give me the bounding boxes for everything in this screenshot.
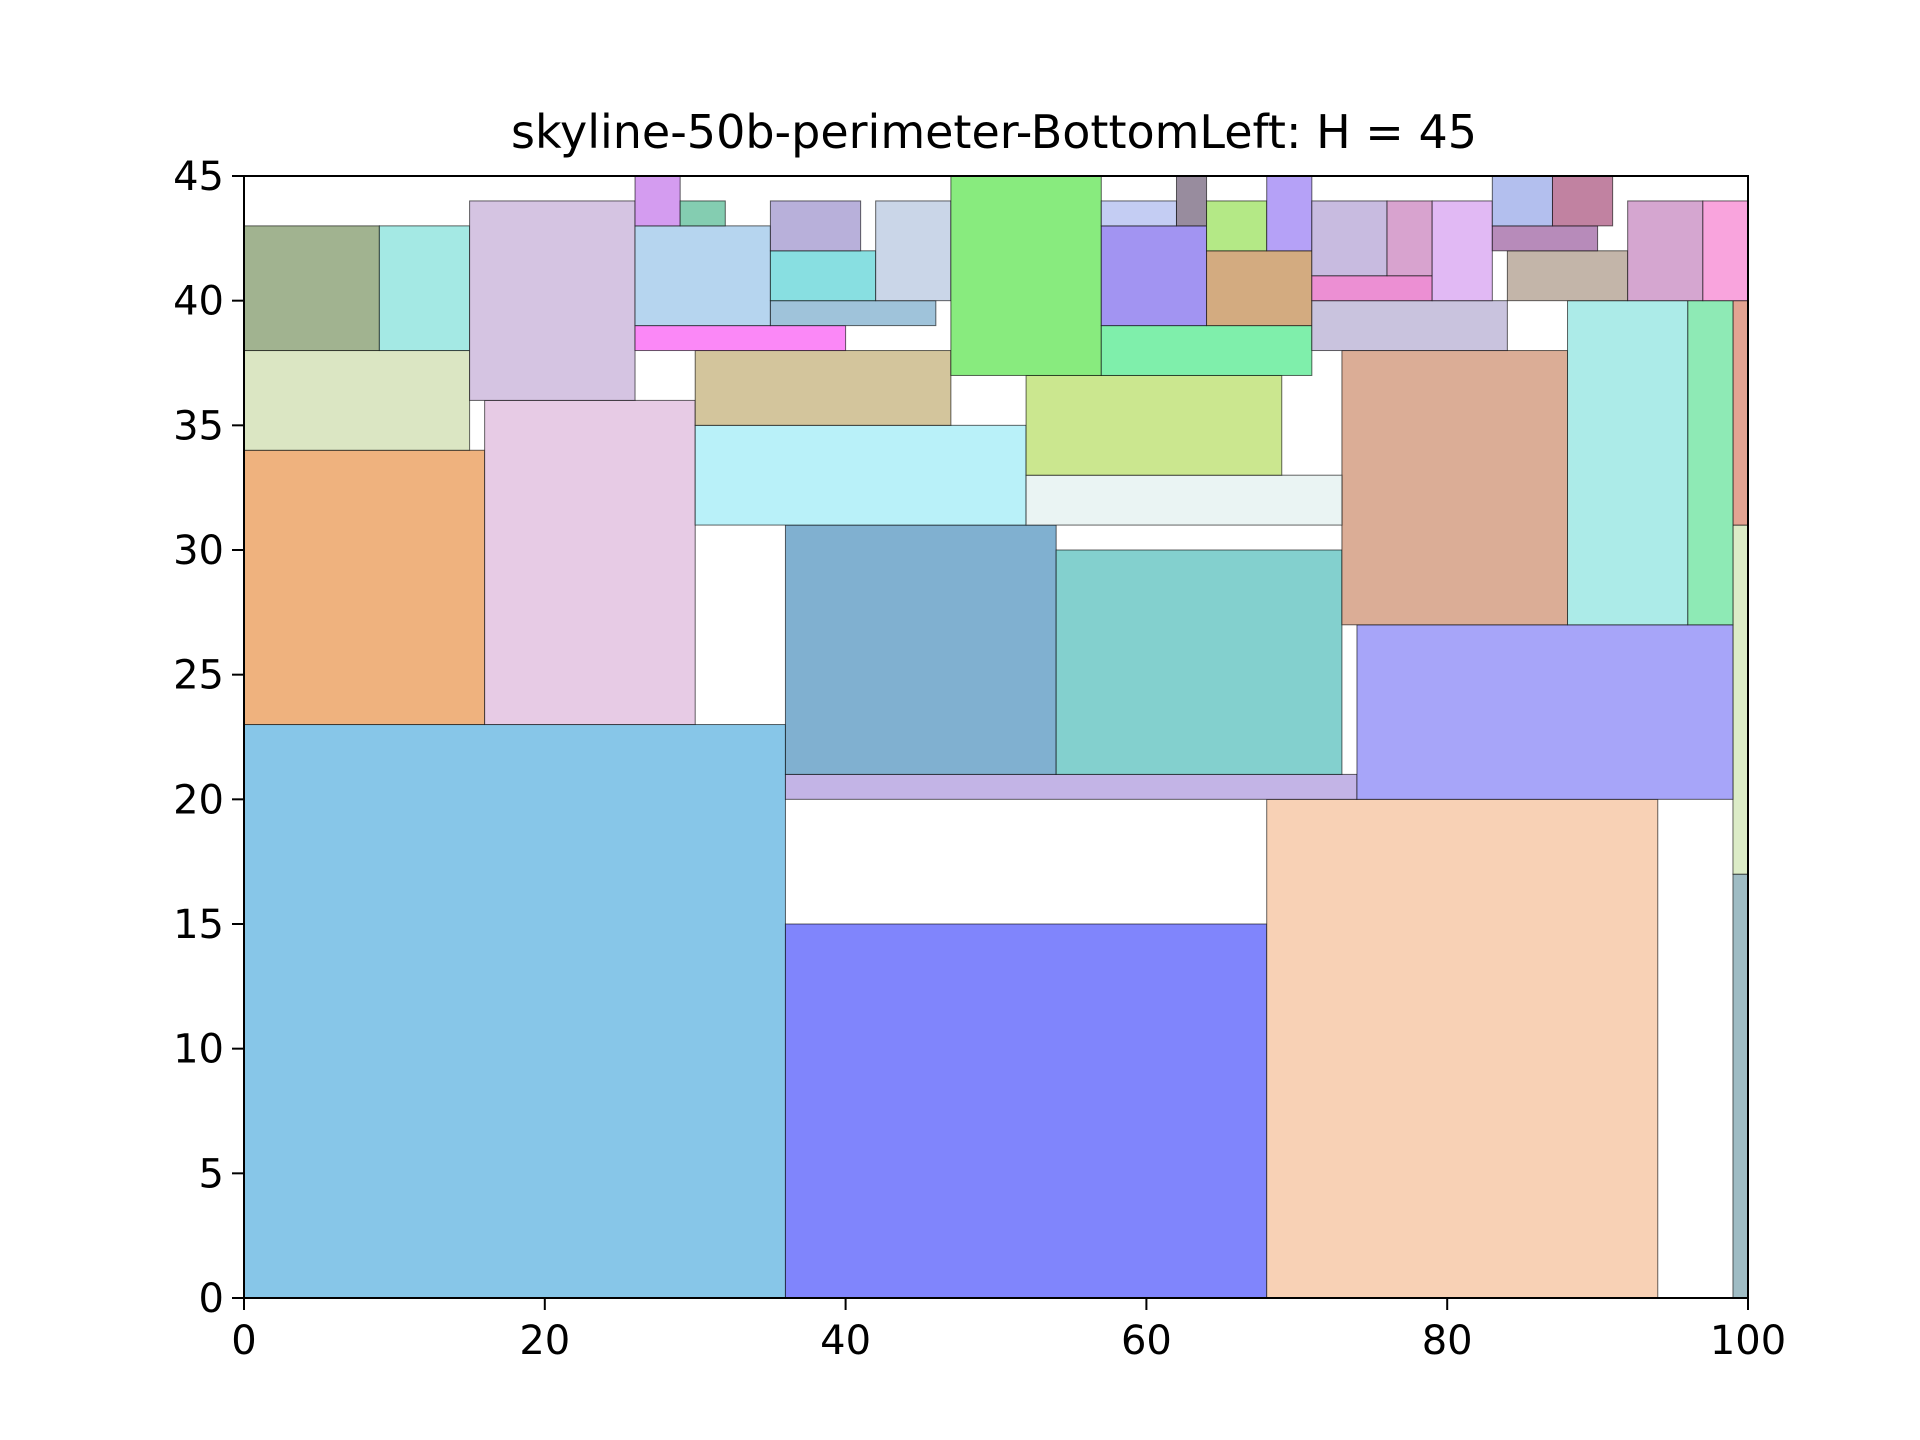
- packed-rect-34: [1100, 225, 1208, 327]
- packed-rect-45: [1506, 250, 1629, 302]
- y-tick-label-30: 30: [173, 528, 224, 574]
- packed-rect-32: [950, 175, 1102, 376]
- packed-rectangles: [243, 175, 1749, 1299]
- packed-rect-37: [1206, 250, 1313, 327]
- y-tick-label-40: 40: [173, 279, 224, 325]
- y-tick-label-45: 45: [173, 154, 224, 200]
- chart-title: skyline-50b-perimeter-BottomLeft: H = 45: [511, 105, 1477, 159]
- packed-rect-27: [679, 200, 726, 227]
- y-tick-label-5: 5: [199, 1151, 224, 1197]
- packed-rect-40: [1311, 300, 1508, 352]
- packed-rect-15: [1055, 549, 1343, 775]
- x-tick-label-0: 0: [231, 1318, 256, 1364]
- packed-rect-14: [784, 524, 1057, 775]
- packed-rect-7: [243, 449, 486, 726]
- y-axis: 0 5 10 15 20 25 30 35 40 45: [173, 154, 244, 1322]
- x-tick-label-80: 80: [1422, 1318, 1473, 1364]
- packed-rect-39: [1266, 175, 1313, 252]
- packed-rect-48: [1551, 175, 1614, 227]
- packed-rect-42: [1311, 200, 1388, 277]
- packed-rect-16: [1356, 624, 1734, 800]
- packed-rect-31: [875, 200, 952, 302]
- packed-rect-8: [484, 399, 696, 726]
- packed-rect-24: [634, 325, 847, 352]
- y-tick-label-20: 20: [173, 777, 224, 823]
- packed-rect-38: [1206, 200, 1268, 252]
- y-tick-label-10: 10: [173, 1027, 224, 1073]
- packed-rect-2: [784, 923, 1268, 1299]
- x-tick-label-60: 60: [1121, 1318, 1172, 1364]
- y-tick-label-25: 25: [173, 653, 224, 699]
- packed-rect-18: [1567, 300, 1689, 626]
- packed-rect-36: [1175, 175, 1208, 227]
- packed-rect-22: [694, 350, 952, 426]
- x-tick-label-40: 40: [820, 1318, 871, 1364]
- packed-rect-1: [243, 724, 786, 1299]
- x-axis: 0 20 40 60 80 100: [231, 1298, 1786, 1364]
- packed-rect-19: [1687, 300, 1734, 626]
- x-tick-label-20: 20: [519, 1318, 570, 1364]
- packed-rect-3: [1266, 798, 1659, 1299]
- packed-rect-25: [634, 225, 771, 327]
- y-tick-label-0: 0: [199, 1276, 224, 1322]
- packed-rect-49: [1627, 200, 1704, 302]
- plot-frame: [243, 175, 1749, 1299]
- packed-rect-28: [769, 300, 937, 327]
- packed-rect-12: [469, 200, 636, 401]
- packed-rect-4: [1732, 873, 1749, 1299]
- packed-rect-47: [1491, 175, 1553, 227]
- packed-rect-43: [1386, 200, 1433, 277]
- packed-rect-11: [378, 225, 471, 352]
- packed-rect-13: [784, 773, 1358, 800]
- packed-rect-5: [1732, 524, 1749, 875]
- packed-rect-26: [634, 175, 681, 227]
- packed-rect-33: [1100, 325, 1313, 376]
- x-tick-label-100: 100: [1710, 1318, 1786, 1364]
- packed-rect-44: [1431, 200, 1493, 302]
- y-tick-label-15: 15: [173, 902, 224, 948]
- packed-rect-23: [1025, 374, 1283, 476]
- packed-rect-46: [1491, 225, 1599, 252]
- y-tick-label-35: 35: [173, 403, 224, 449]
- packed-rect-20: [694, 424, 1027, 526]
- packed-rect-6: [1732, 300, 1749, 526]
- packed-rect-29: [769, 250, 877, 302]
- packed-rect-17: [1341, 350, 1569, 626]
- packed-rect-9: [243, 350, 471, 451]
- packed-rect-35: [1100, 200, 1177, 227]
- packed-rect-21: [1025, 474, 1343, 526]
- packed-rect-10: [243, 225, 380, 352]
- packed-rect-30: [769, 200, 862, 252]
- packed-rect-41: [1311, 275, 1433, 302]
- packed-rect-50: [1702, 200, 1749, 302]
